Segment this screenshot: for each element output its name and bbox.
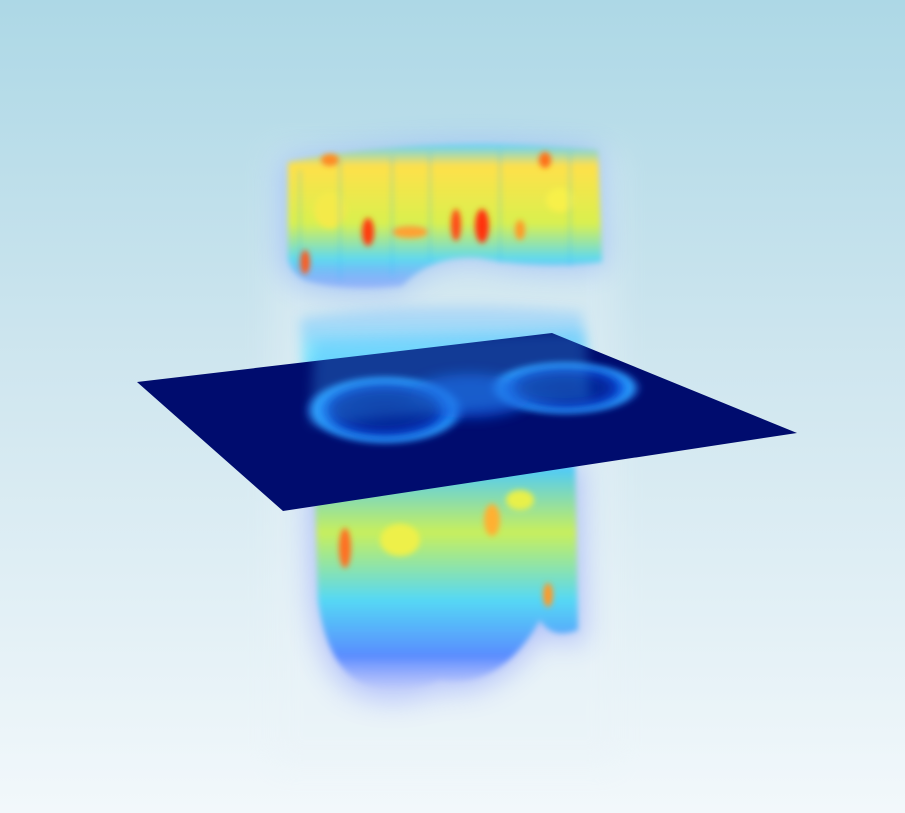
slice-plane[interactable] [137, 330, 797, 511]
lower-volume-body [308, 462, 585, 700]
upper-volume-slab [280, 141, 606, 294]
